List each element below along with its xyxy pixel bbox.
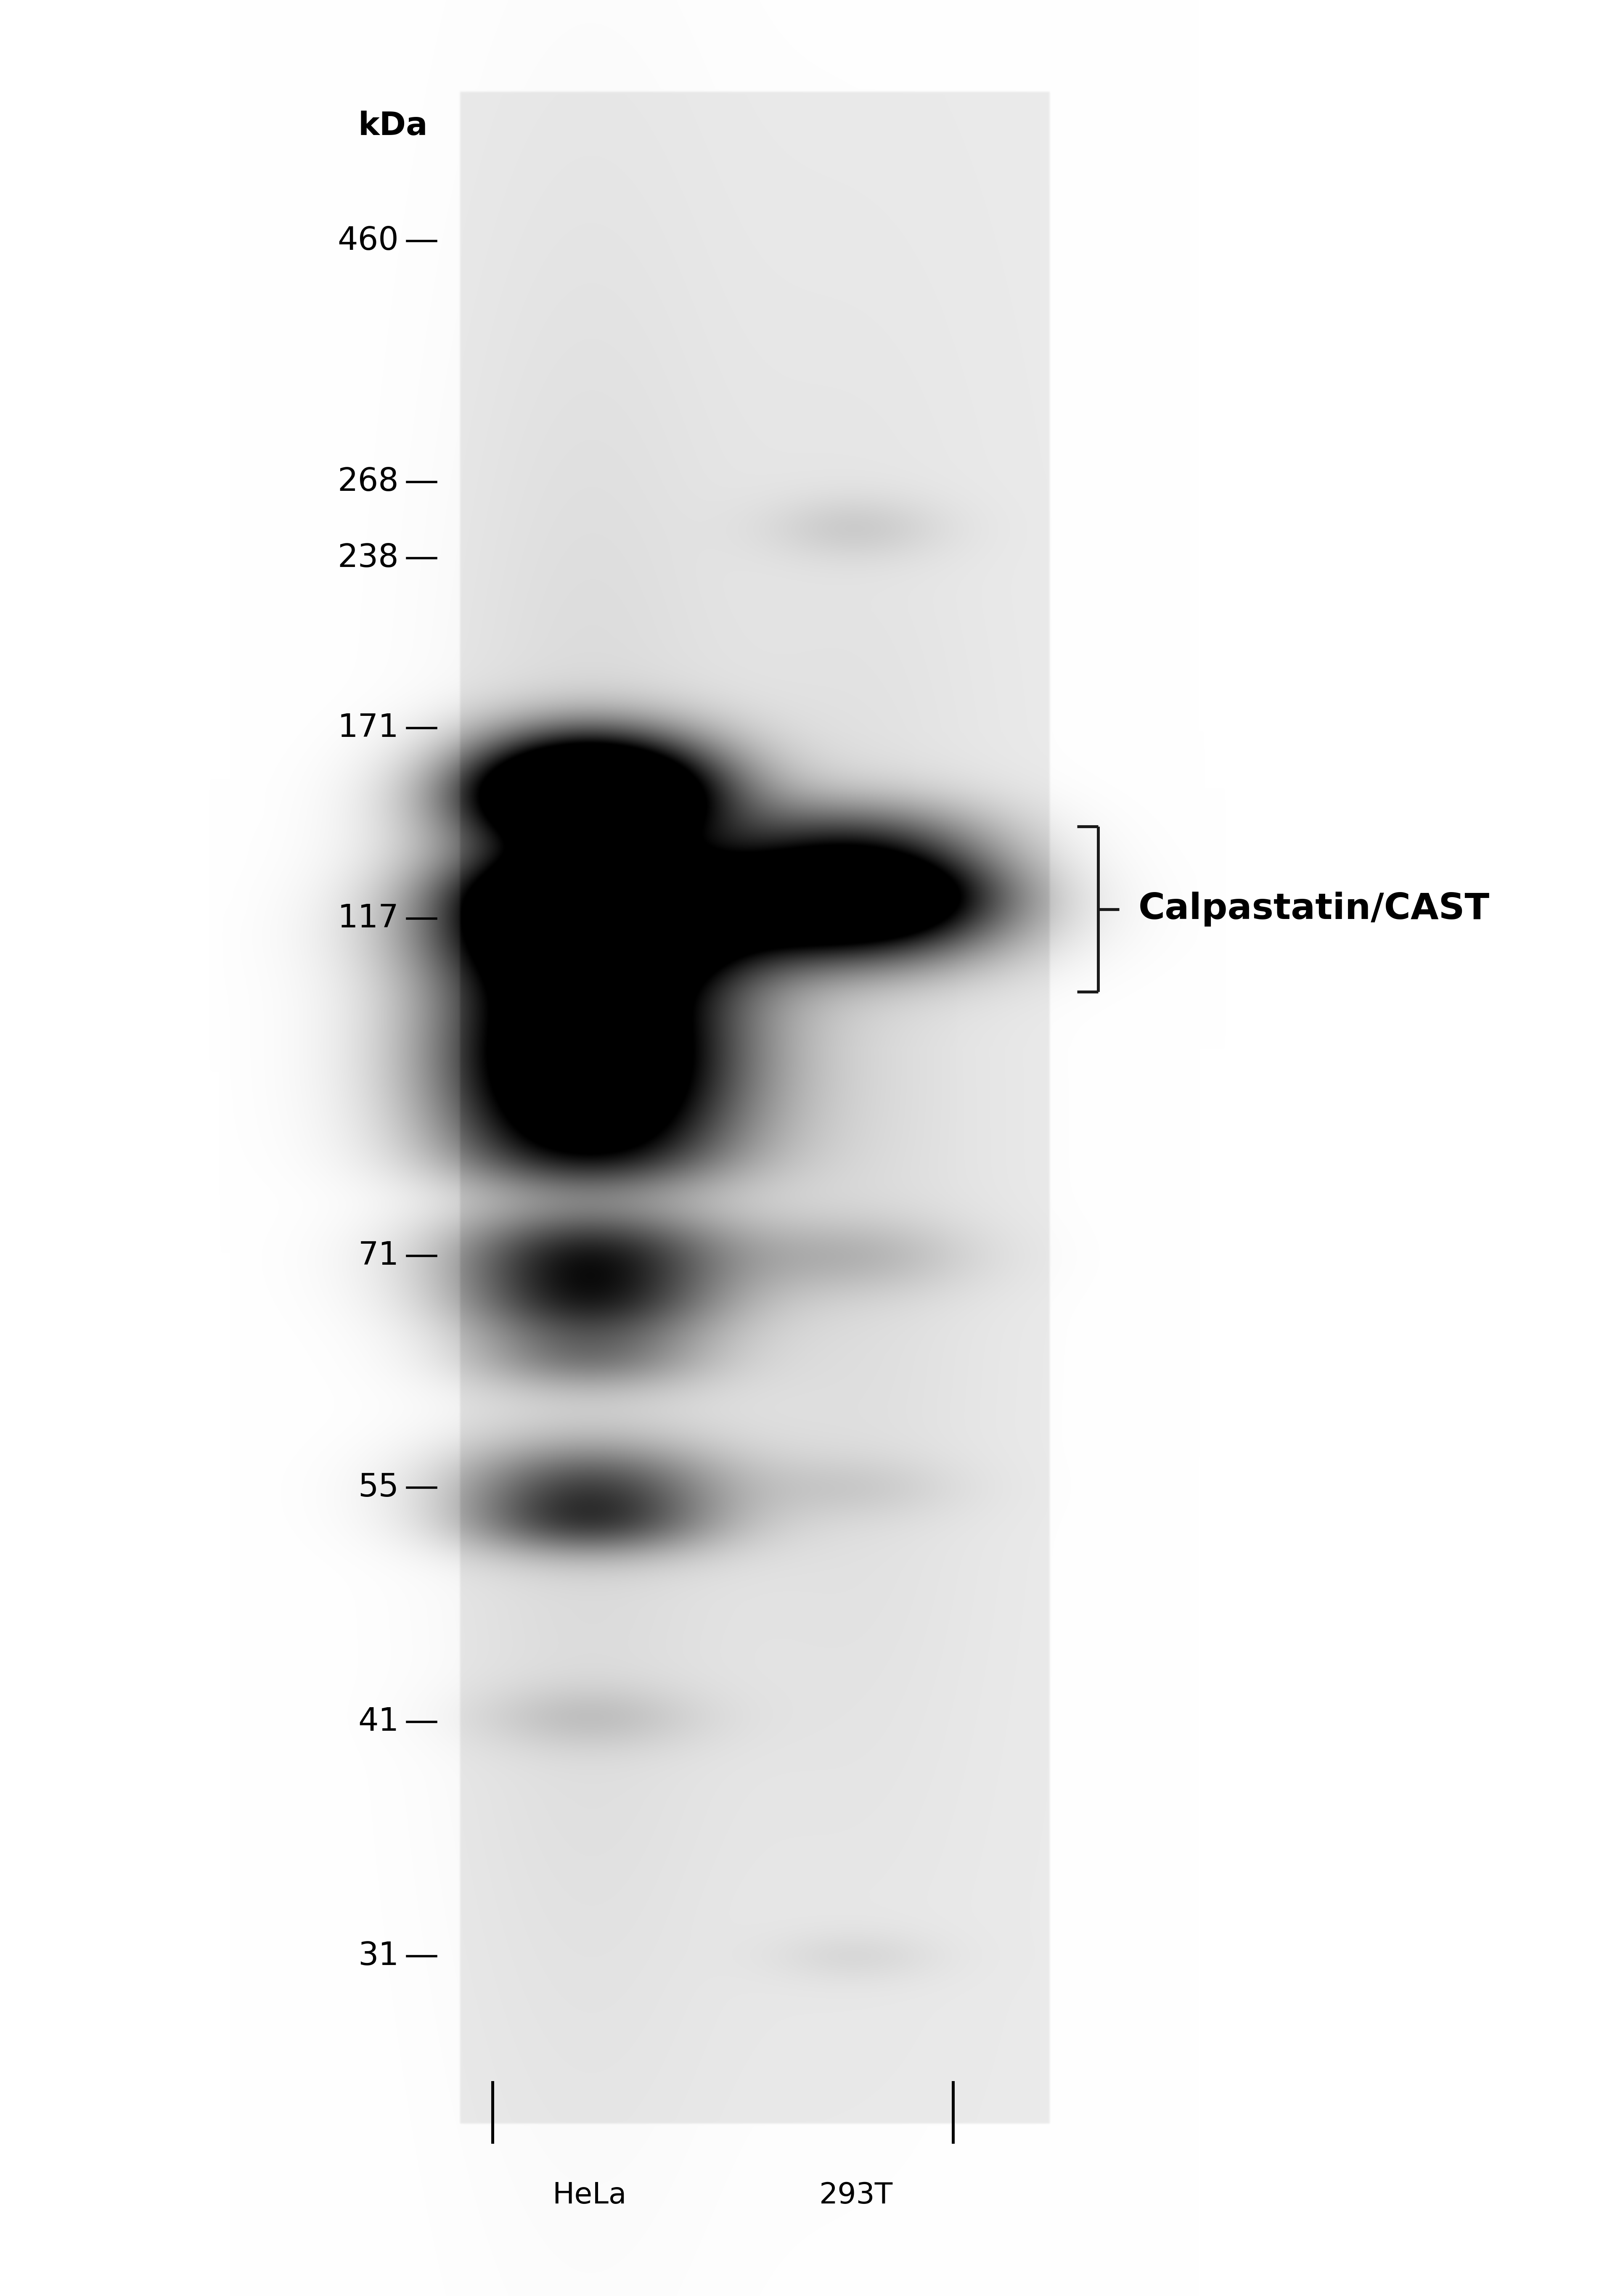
Text: Calpastatin/CAST: Calpastatin/CAST [1139, 891, 1491, 928]
Text: 71: 71 [359, 1240, 399, 1272]
Text: kDa: kDa [359, 110, 428, 142]
Text: 268: 268 [338, 466, 399, 498]
Text: 460: 460 [338, 225, 399, 257]
Text: 171: 171 [338, 712, 399, 744]
Text: 117: 117 [338, 902, 399, 934]
Text: 41: 41 [359, 1706, 399, 1738]
Text: 293T: 293T [819, 2181, 893, 2209]
Text: 31: 31 [359, 1940, 399, 1972]
Text: 55: 55 [359, 1472, 399, 1504]
Text: HeLa: HeLa [552, 2181, 627, 2209]
Text: 238: 238 [338, 542, 399, 574]
